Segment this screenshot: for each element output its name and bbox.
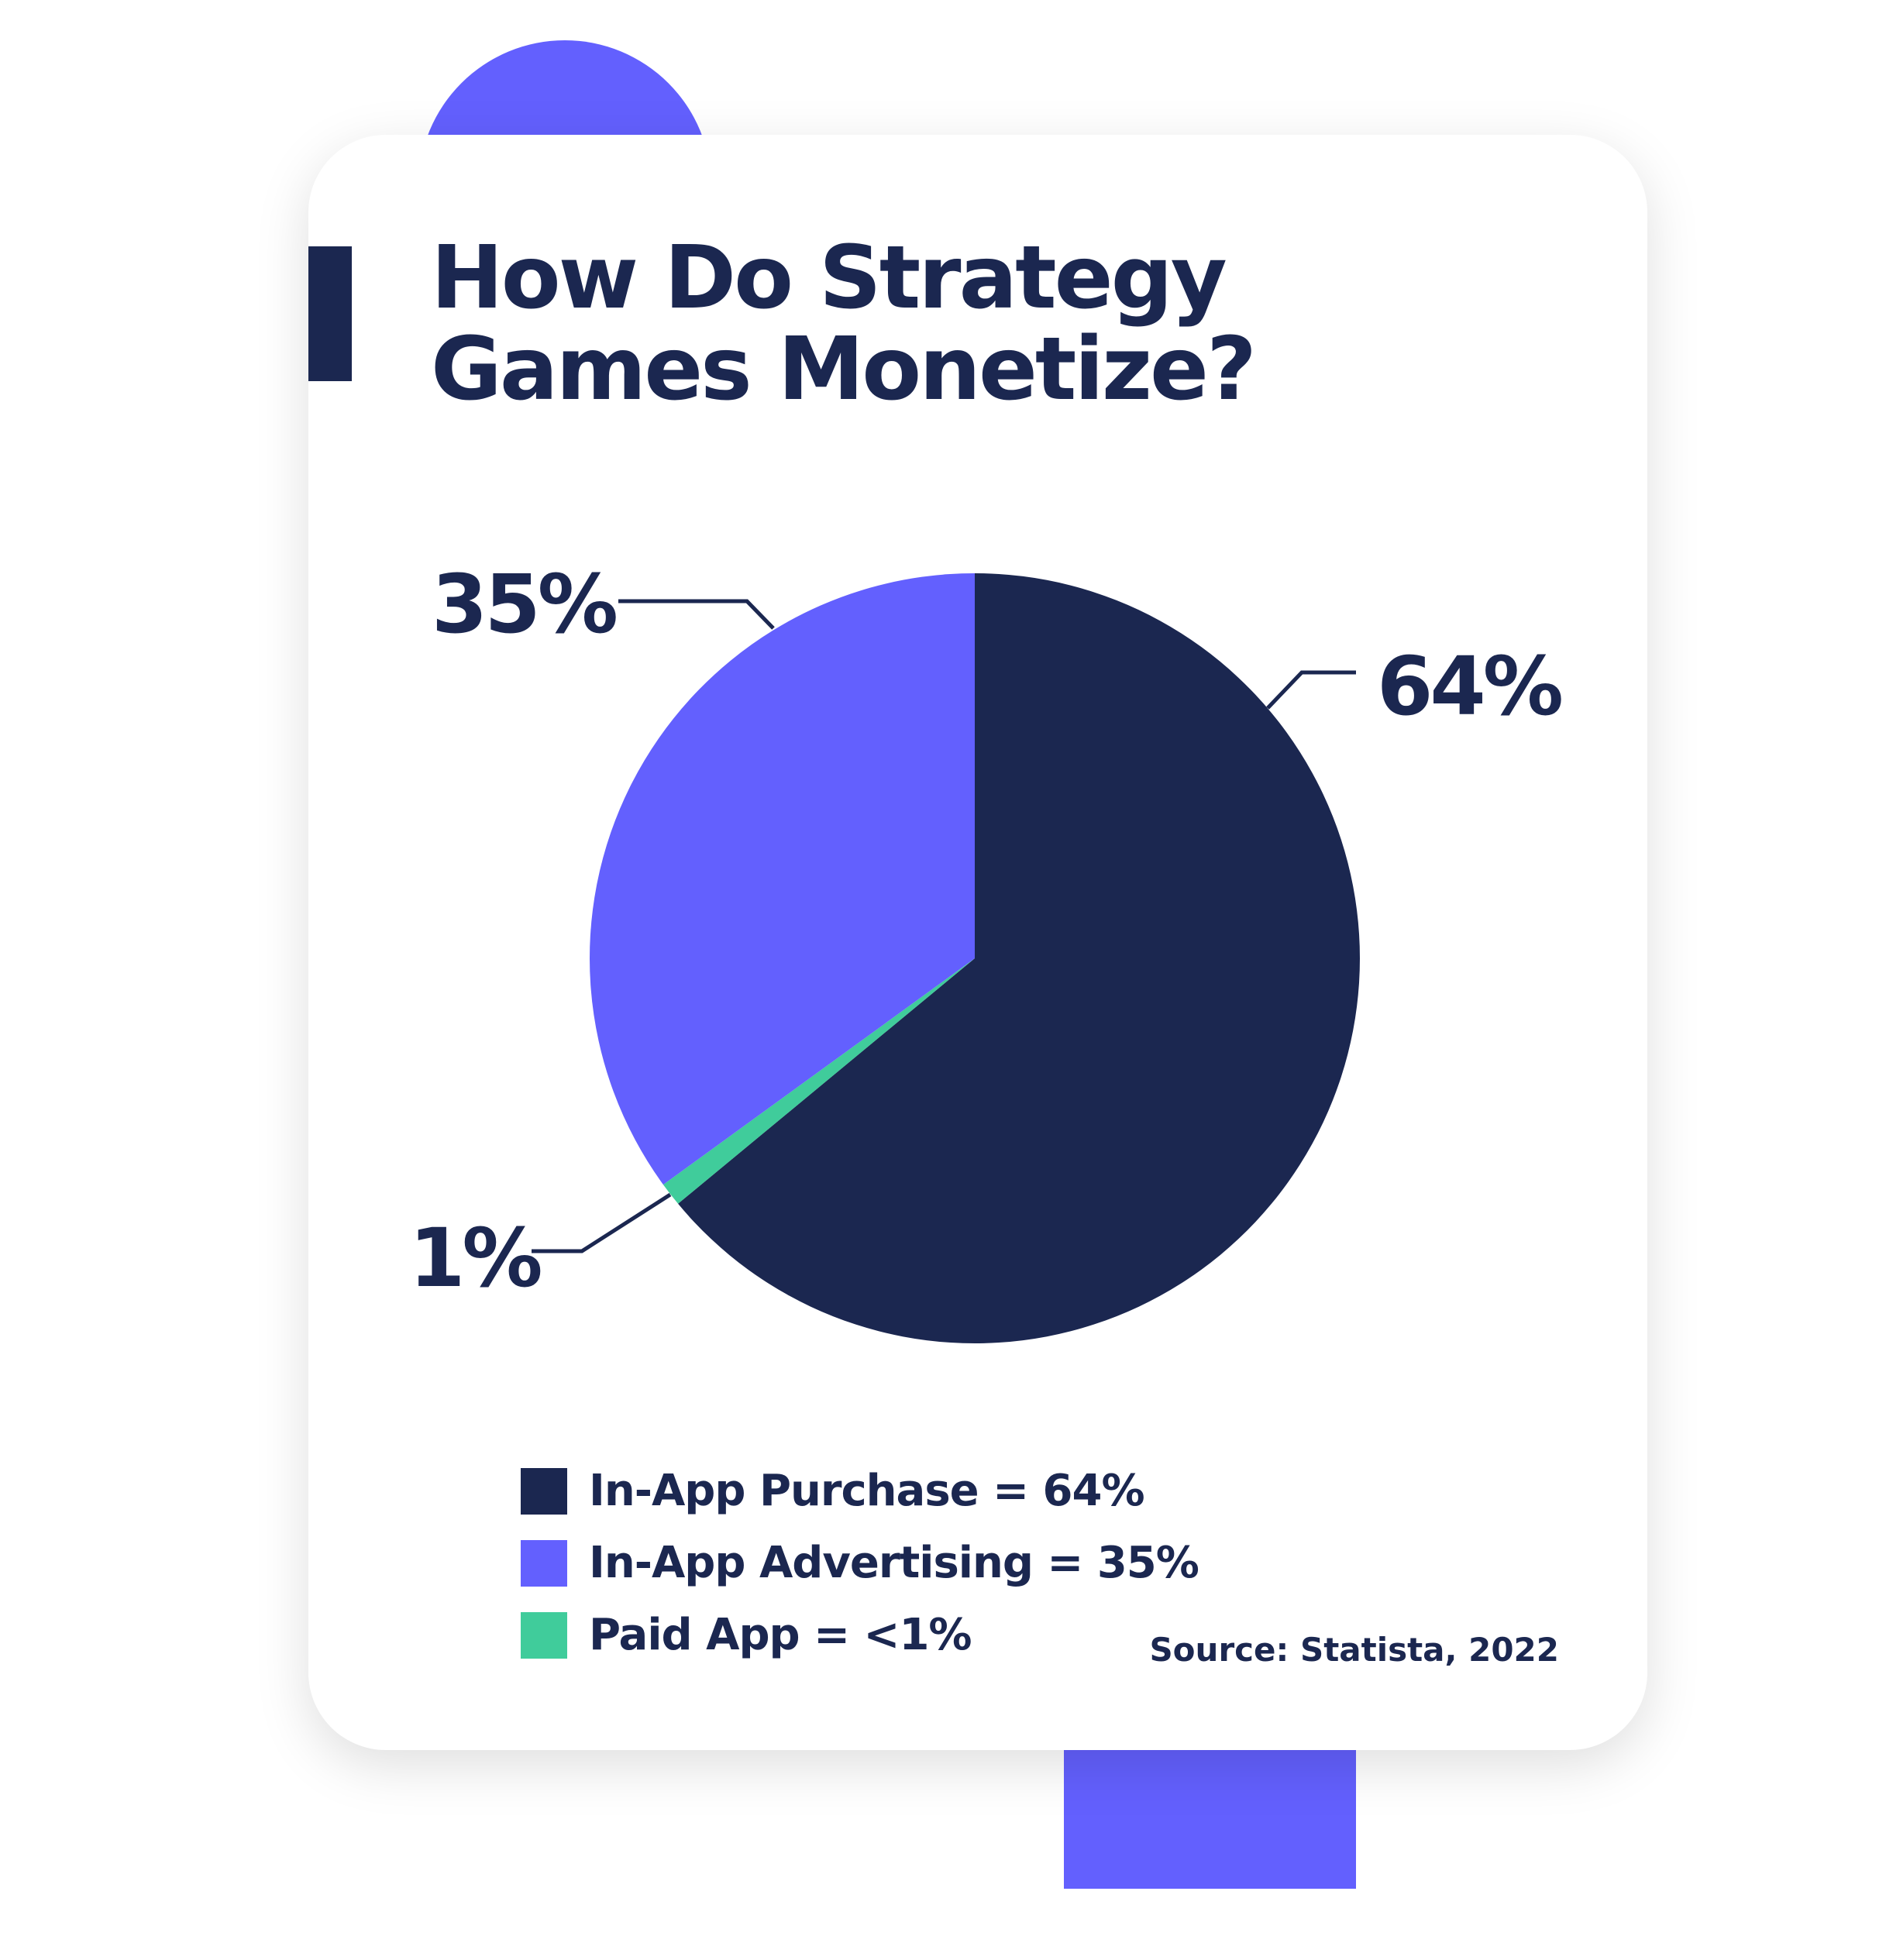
data-label-paid-app: 1% (409, 1211, 540, 1305)
title-line-1: How Do Strategy (431, 228, 1227, 328)
pie-slice-in-app-purchase (678, 573, 1361, 1343)
legend-item-in-app-purchase: In-App Purchase = 64% (521, 1455, 1199, 1527)
leader-line-paid-app (532, 1192, 672, 1253)
pie-slice-in-app-advertising (590, 573, 975, 1185)
legend-swatch-green (521, 1611, 567, 1659)
legend: In-App Purchase = 64% In-App Advertising… (521, 1455, 1199, 1671)
legend-label: In-App Purchase = 64% (589, 1466, 1145, 1516)
leader-line-in-app-purchase (1266, 670, 1356, 710)
legend-item-paid-app: Paid App = <1% (521, 1599, 1199, 1671)
legend-swatch-purple (521, 1539, 567, 1587)
title-accent-bar (308, 246, 352, 381)
legend-label: In-App Advertising = 35% (589, 1538, 1199, 1588)
legend-swatch-navy (521, 1467, 567, 1515)
legend-item-in-app-advertising: In-App Advertising = 35% (521, 1527, 1199, 1599)
title-line-2: Games Monetize? (431, 319, 1257, 420)
chart-title: How Do Strategy Games Monetize? (431, 232, 1257, 415)
source-note: Source: Statista, 2022 (1149, 1631, 1559, 1669)
pie-slice-paid-app (663, 958, 975, 1204)
data-label-in-app-advertising: 35% (432, 557, 616, 652)
legend-label: Paid App = <1% (589, 1610, 972, 1660)
data-label-in-app-purchase: 64% (1377, 639, 1561, 734)
leader-line-in-app-advertising (618, 599, 775, 630)
